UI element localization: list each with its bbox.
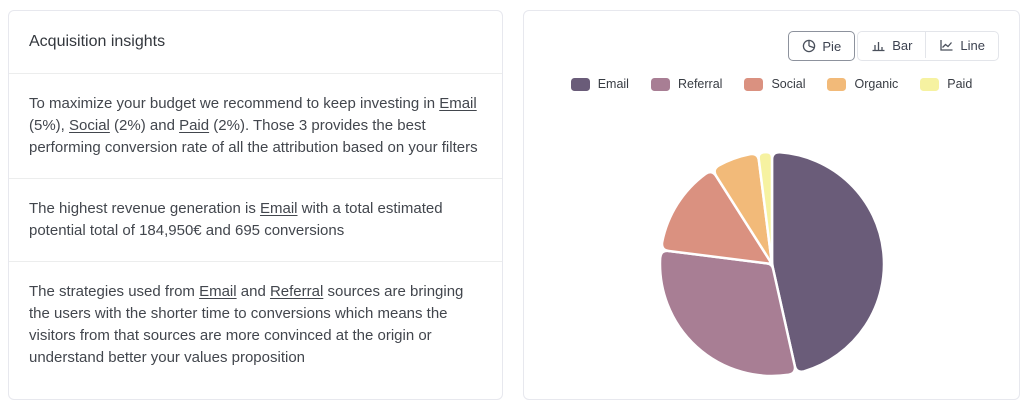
legend-item-paid[interactable]: Paid (920, 77, 972, 91)
legend-label: Social (771, 77, 806, 91)
legend-item-referral[interactable]: Referral (650, 77, 723, 91)
insight-segment: sources are bringing the users with the … (29, 283, 464, 366)
insight-text-2: The highest revenue generation is Email … (9, 179, 502, 262)
view-button-group: Bar Line (857, 31, 999, 61)
insight-segment: (2%). Those 3 provides the best performi… (29, 117, 478, 156)
line-chart-icon (939, 38, 954, 52)
insight-link[interactable]: Social (69, 117, 110, 134)
legend-label: Email (597, 77, 629, 91)
legend-label: Referral (677, 77, 723, 91)
legend-swatch (744, 77, 764, 91)
insight-link[interactable]: Email (439, 95, 477, 112)
insight-link[interactable]: Email (199, 283, 237, 300)
legend-item-email[interactable]: Email (570, 77, 629, 91)
pie-chart-area (524, 144, 1019, 384)
insight-segment: To maximize your budget we recommend to … (29, 95, 440, 112)
view-button-label: Bar (892, 37, 913, 53)
insight-text-1: To maximize your budget we recommend to … (9, 74, 502, 179)
legend-label: Organic (854, 77, 899, 91)
insight-segment: (5%), (29, 117, 70, 134)
legend-item-organic[interactable]: Organic (827, 77, 898, 91)
pie-chart (658, 150, 885, 378)
bar-view-button[interactable]: Bar (858, 32, 927, 58)
legend-item-social[interactable]: Social (744, 77, 805, 91)
insight-text-3: The strategies used from Email and Refer… (9, 262, 502, 388)
legend-label: Paid (947, 77, 973, 91)
insights-list: To maximize your budget we recommend to … (9, 74, 502, 388)
view-button-label: Line (960, 37, 985, 53)
insight-segment: (2%) and (109, 117, 180, 134)
chart-type-toolbar: Pie Bar Line (524, 31, 999, 61)
line-view-button[interactable]: Line (926, 32, 998, 58)
insight-link[interactable]: Referral (269, 283, 324, 300)
insight-segment: with a total estimated potential total o… (29, 200, 443, 239)
legend-swatch (650, 77, 670, 91)
insight-link[interactable]: Email (259, 200, 298, 217)
panel-title: Acquisition insights (9, 11, 502, 74)
pie-view-button[interactable]: Pie (788, 31, 856, 61)
chart-legend: Email Referral Social Organic Paid (524, 77, 1019, 91)
bar-chart-icon (871, 38, 886, 52)
view-button-label: Pie (822, 38, 842, 54)
insight-segment: The highest revenue generation is (29, 200, 260, 217)
insight-segment: and (236, 283, 270, 300)
pie-slice-paid[interactable] (756, 150, 773, 264)
insight-segment: The strategies used from (29, 283, 200, 300)
insight-link[interactable]: Paid (179, 117, 210, 134)
acquisition-insights-card: Acquisition insights To maximize your bu… (8, 10, 503, 400)
legend-swatch (570, 77, 590, 91)
legend-swatch (920, 77, 940, 91)
chart-card: Pie Bar Line Email Referral Social Organic Pai… (523, 10, 1020, 400)
pie-chart-icon (802, 39, 816, 53)
legend-swatch (827, 77, 847, 91)
